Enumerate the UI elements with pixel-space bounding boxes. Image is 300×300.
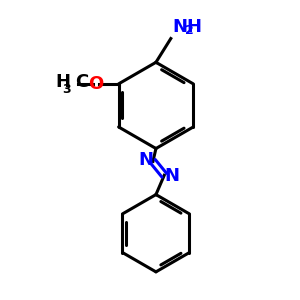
Text: H: H	[56, 74, 70, 92]
Text: N: N	[138, 151, 153, 169]
Text: NH: NH	[172, 18, 202, 36]
Text: O: O	[88, 75, 103, 93]
Text: N: N	[164, 167, 179, 185]
Text: C: C	[75, 74, 88, 92]
Text: 2: 2	[185, 24, 194, 38]
Text: 3: 3	[62, 83, 70, 96]
